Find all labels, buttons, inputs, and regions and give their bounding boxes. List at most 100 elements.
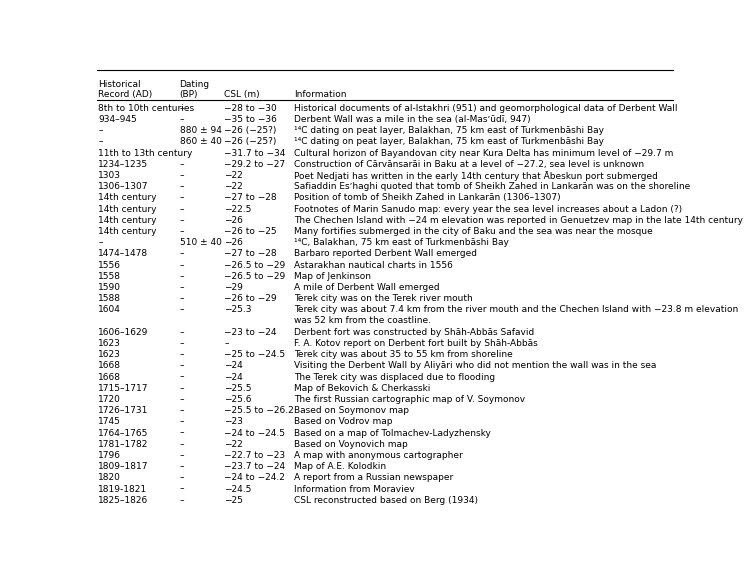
Text: −26 (−25?): −26 (−25?) xyxy=(224,126,276,135)
Text: –: – xyxy=(180,473,184,482)
Text: –: – xyxy=(180,350,184,359)
Text: Record (AD): Record (AD) xyxy=(98,89,153,99)
Text: –: – xyxy=(180,182,184,191)
Text: The Terek city was displaced due to flooding: The Terek city was displaced due to floo… xyxy=(294,373,495,381)
Text: −22: −22 xyxy=(224,440,243,449)
Text: –: – xyxy=(98,238,103,248)
Text: –: – xyxy=(180,261,184,269)
Text: –: – xyxy=(180,115,184,124)
Text: Map of A.E. Kolodkin: Map of A.E. Kolodkin xyxy=(294,462,386,471)
Text: 1819-1821: 1819-1821 xyxy=(98,485,148,493)
Text: –: – xyxy=(180,451,184,460)
Text: Based on Soymonov map: Based on Soymonov map xyxy=(294,406,409,415)
Text: −26 (−25?): −26 (−25?) xyxy=(224,137,276,147)
Text: –: – xyxy=(180,249,184,258)
Text: –: – xyxy=(180,429,184,437)
Text: –: – xyxy=(180,440,184,449)
Text: −25.5: −25.5 xyxy=(224,384,252,393)
Text: Map of Bekovich & Cherkasski: Map of Bekovich & Cherkasski xyxy=(294,384,430,393)
Text: The first Russian cartographic map of V. Soymonov: The first Russian cartographic map of V.… xyxy=(294,395,525,404)
Text: –: – xyxy=(98,137,103,147)
Text: –: – xyxy=(180,496,184,505)
Text: –: – xyxy=(180,294,184,304)
Text: ¹⁴C, Balakhan, 75 km east of Turkmenbāshi Bay: ¹⁴C, Balakhan, 75 km east of Turkmenbāsh… xyxy=(294,238,509,248)
Text: −25.5 to −26.2: −25.5 to −26.2 xyxy=(224,406,294,415)
Text: 1303: 1303 xyxy=(98,171,121,180)
Text: Terek city was on the Terek river mouth: Terek city was on the Terek river mouth xyxy=(294,294,473,304)
Text: The Chechen Island with −24 m elevation was reported in Genuetzev map in the lat: The Chechen Island with −24 m elevation … xyxy=(294,216,743,225)
Text: 860 ± 40: 860 ± 40 xyxy=(180,137,222,147)
Text: –: – xyxy=(180,171,184,180)
Text: –: – xyxy=(180,361,184,370)
Text: 1726–1731: 1726–1731 xyxy=(98,406,148,415)
Text: −22: −22 xyxy=(224,171,243,180)
Text: Astarakhan nautical charts in 1556: Astarakhan nautical charts in 1556 xyxy=(294,261,452,269)
Text: −22.7 to −23: −22.7 to −23 xyxy=(224,451,285,460)
Text: −26: −26 xyxy=(224,238,243,248)
Text: –: – xyxy=(180,160,184,169)
Text: 11th to 13th century: 11th to 13th century xyxy=(98,149,192,158)
Text: 1668: 1668 xyxy=(98,361,121,370)
Text: 880 ± 94: 880 ± 94 xyxy=(180,126,222,135)
Text: −29.2 to −27: −29.2 to −27 xyxy=(224,160,285,169)
Text: CSL (m): CSL (m) xyxy=(224,89,260,99)
Text: −24: −24 xyxy=(224,361,243,370)
Text: ¹⁴C dating on peat layer, Balakhan, 75 km east of Turkmenbāshi Bay: ¹⁴C dating on peat layer, Balakhan, 75 k… xyxy=(294,137,604,147)
Text: –: – xyxy=(180,328,184,337)
Text: −22.5: −22.5 xyxy=(224,205,252,213)
Text: −23 to −24: −23 to −24 xyxy=(224,328,276,337)
Text: −24 to −24.5: −24 to −24.5 xyxy=(224,429,285,437)
Text: Map of Jenkinson: Map of Jenkinson xyxy=(294,272,371,281)
Text: 8th to 10th centuries: 8th to 10th centuries xyxy=(98,104,195,113)
Text: −35 to −36: −35 to −36 xyxy=(224,115,277,124)
Text: 14th century: 14th century xyxy=(98,227,157,236)
Text: −29: −29 xyxy=(224,283,243,292)
Text: −22: −22 xyxy=(224,182,243,191)
Text: 1825–1826: 1825–1826 xyxy=(98,496,148,505)
Text: CSL reconstructed based on Berg (1934): CSL reconstructed based on Berg (1934) xyxy=(294,496,478,505)
Text: –: – xyxy=(180,373,184,381)
Text: Construction of Cārvānsarāi in Baku at a level of −27.2, sea level is unknown: Construction of Cārvānsarāi in Baku at a… xyxy=(294,160,644,169)
Text: −25: −25 xyxy=(224,496,243,505)
Text: –: – xyxy=(180,417,184,426)
Text: 934–945: 934–945 xyxy=(98,115,137,124)
Text: 1745: 1745 xyxy=(98,417,121,426)
Text: Cultural horizon of Bayandovan city near Kura Delta has minimum level of −29.7 m: Cultural horizon of Bayandovan city near… xyxy=(294,149,673,158)
Text: 1590: 1590 xyxy=(98,283,121,292)
Text: 1781–1782: 1781–1782 xyxy=(98,440,148,449)
Text: Terek city was about 7.4 km from the river mouth and the Chechen Island with −23: Terek city was about 7.4 km from the riv… xyxy=(294,305,738,325)
Text: 14th century: 14th century xyxy=(98,205,157,213)
Text: −26.5 to −29: −26.5 to −29 xyxy=(224,272,285,281)
Text: A mile of Derbent Wall emerged: A mile of Derbent Wall emerged xyxy=(294,283,440,292)
Text: –: – xyxy=(180,406,184,415)
Text: Dating: Dating xyxy=(180,80,210,89)
Text: A report from a Russian newspaper: A report from a Russian newspaper xyxy=(294,473,453,482)
Text: Terek city was about 35 to 55 km from shoreline: Terek city was about 35 to 55 km from sh… xyxy=(294,350,512,359)
Text: Many fortifies submerged in the city of Baku and the sea was near the mosque: Many fortifies submerged in the city of … xyxy=(294,227,652,236)
Text: ¹⁴C dating on peat layer, Balakhan, 75 km east of Turkmenbāshi Bay: ¹⁴C dating on peat layer, Balakhan, 75 k… xyxy=(294,126,604,135)
Text: −26: −26 xyxy=(224,216,243,225)
Text: −24 to −24.2: −24 to −24.2 xyxy=(224,473,285,482)
Text: Poet Nedjati has written in the early 14th century that Ābeskun port submerged: Poet Nedjati has written in the early 14… xyxy=(294,171,658,181)
Text: Information from Moraviev: Information from Moraviev xyxy=(294,485,415,493)
Text: −25.3: −25.3 xyxy=(224,305,252,314)
Text: –: – xyxy=(180,462,184,471)
Text: 1623: 1623 xyxy=(98,339,121,348)
Text: 1668: 1668 xyxy=(98,373,121,381)
Text: −23.7 to −24: −23.7 to −24 xyxy=(224,462,285,471)
Text: 1715–1717: 1715–1717 xyxy=(98,384,149,393)
Text: Historical documents of al-Istakhri (951) and geomorphological data of Derbent W: Historical documents of al-Istakhri (951… xyxy=(294,104,677,113)
Text: Information: Information xyxy=(294,89,346,99)
Text: –: – xyxy=(180,205,184,213)
Text: –: – xyxy=(180,227,184,236)
Text: −26 to −29: −26 to −29 xyxy=(224,294,277,304)
Text: −26.5 to −29: −26.5 to −29 xyxy=(224,261,285,269)
Text: Based on a map of Tolmachev-Ladyzhensky: Based on a map of Tolmachev-Ladyzhensky xyxy=(294,429,491,437)
Text: 1558: 1558 xyxy=(98,272,121,281)
Text: 1556: 1556 xyxy=(98,261,121,269)
Text: A map with anonymous cartographer: A map with anonymous cartographer xyxy=(294,451,463,460)
Text: –: – xyxy=(180,395,184,404)
Text: Visiting the Derbent Wall by Aliyāri who did not mention the wall was in the sea: Visiting the Derbent Wall by Aliyāri who… xyxy=(294,361,656,370)
Text: 14th century: 14th century xyxy=(98,216,157,225)
Text: Historical: Historical xyxy=(98,80,141,89)
